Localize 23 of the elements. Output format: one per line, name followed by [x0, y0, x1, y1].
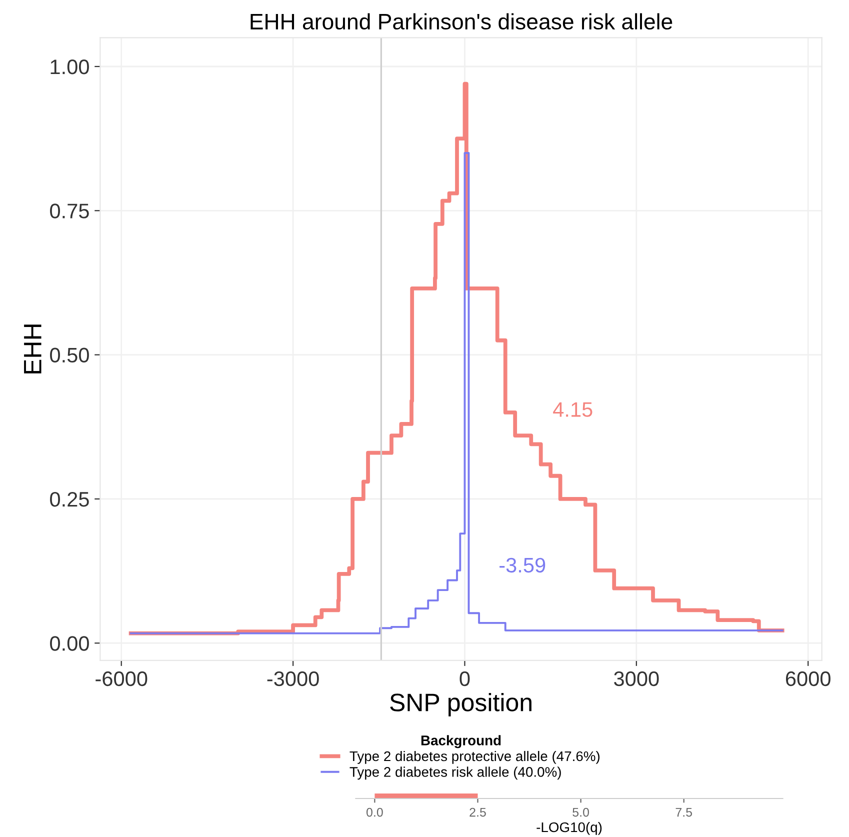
x-tick-label: 5.0 [572, 808, 589, 817]
legend-label: Type 2 diabetes risk allele (40.0%) [350, 766, 561, 780]
x-tick-label: 2.5 [470, 808, 486, 817]
legend-title: Background [421, 735, 501, 748]
legend-label: Type 2 diabetes protective allele (47.6%) [350, 750, 600, 764]
x-tick-label: 0.0 [366, 808, 383, 817]
annotation: -3.59 [500, 558, 546, 573]
annotation: 4.15 [553, 402, 592, 417]
x-tick-label: -3000 [267, 671, 319, 686]
chart-title: EHH around Parkinson's disease risk allele [250, 13, 672, 30]
x-tick-label: 6000 [786, 671, 830, 686]
x-tick-label: 7.5 [676, 808, 692, 817]
x-axis-title: SNP position [390, 693, 532, 716]
y-tick-label: 0.75 [50, 204, 89, 218]
y-tick-label: 0.25 [50, 492, 89, 507]
x-tick-label: 3000 [614, 671, 659, 686]
x-axis-title: -LOG10(q) [536, 822, 602, 835]
x-tick-label: 0 [460, 671, 470, 686]
y-axis-title: EHH [24, 324, 42, 374]
x-tick-label: -6000 [96, 671, 148, 686]
y-tick-label: 0.50 [50, 348, 89, 363]
y-tick-label: 1.00 [50, 59, 89, 74]
y-tick-label: 0.00 [50, 636, 89, 651]
